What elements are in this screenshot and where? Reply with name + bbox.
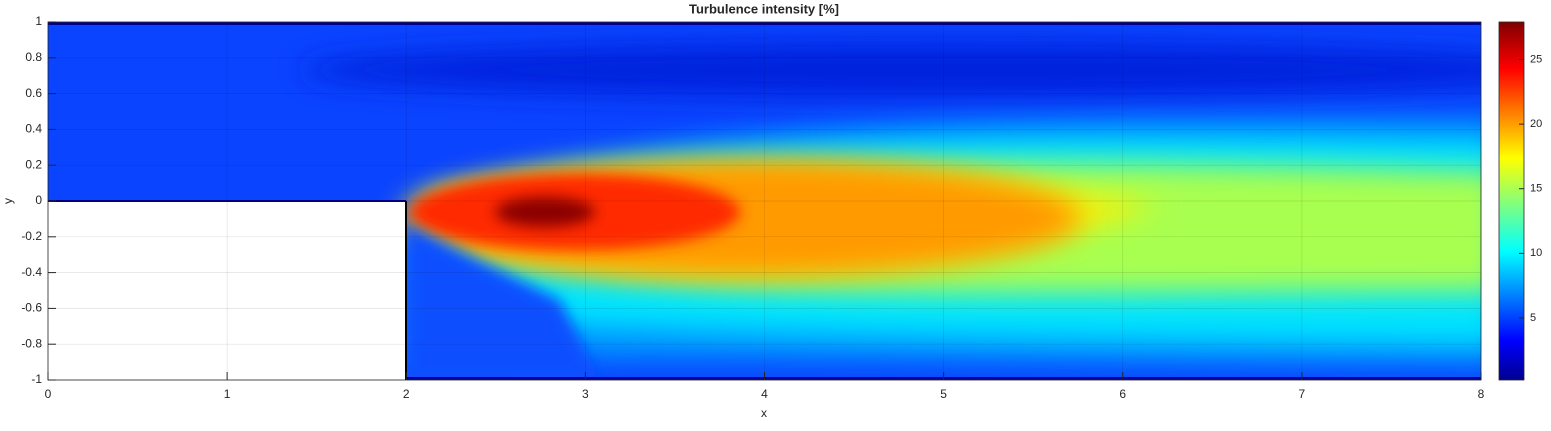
colorbar-tick-label: 25: [1530, 53, 1542, 65]
colorbar-tick-label: 5: [1530, 312, 1536, 324]
contour-field: [48, 22, 1481, 380]
y-tick-label: 0: [35, 193, 42, 207]
y-tick-label: 0.4: [25, 122, 42, 136]
y-tick-label: -0.2: [21, 229, 42, 243]
y-tick-label: -0.8: [21, 336, 42, 350]
y-tick-label: 1: [35, 14, 42, 28]
x-tick-label: 2: [403, 387, 410, 401]
y-axis-label: y: [1, 198, 15, 204]
colorbar-tick-label: 15: [1530, 183, 1542, 195]
y-tick-label: -0.6: [21, 301, 42, 315]
y-tick-label: 0.2: [25, 157, 42, 171]
x-axis-label: x: [761, 406, 767, 420]
x-tick-label: 4: [761, 387, 768, 401]
colorbar-tick-label: 10: [1530, 247, 1542, 259]
x-tick-label: 5: [940, 387, 947, 401]
x-tick-label: 1: [224, 387, 231, 401]
y-tick-label: 0.6: [25, 86, 42, 100]
x-tick-label: 3: [582, 387, 589, 401]
x-tick-label: 6: [1119, 387, 1126, 401]
x-tick-label: 8: [1478, 387, 1485, 401]
colorbar: [1498, 21, 1525, 381]
step-obstacle: [48, 201, 406, 380]
x-tick-label: 7: [1299, 387, 1306, 401]
y-tick-label: 0.8: [25, 50, 42, 64]
y-tick-label: -0.4: [21, 265, 42, 279]
colorbar-tick-label: 20: [1530, 118, 1542, 130]
y-tick-label: -1: [31, 372, 42, 386]
x-tick-label: 0: [45, 387, 52, 401]
chart-title: Turbulence intensity [%]: [689, 1, 839, 16]
grid: [47, 21, 1482, 381]
